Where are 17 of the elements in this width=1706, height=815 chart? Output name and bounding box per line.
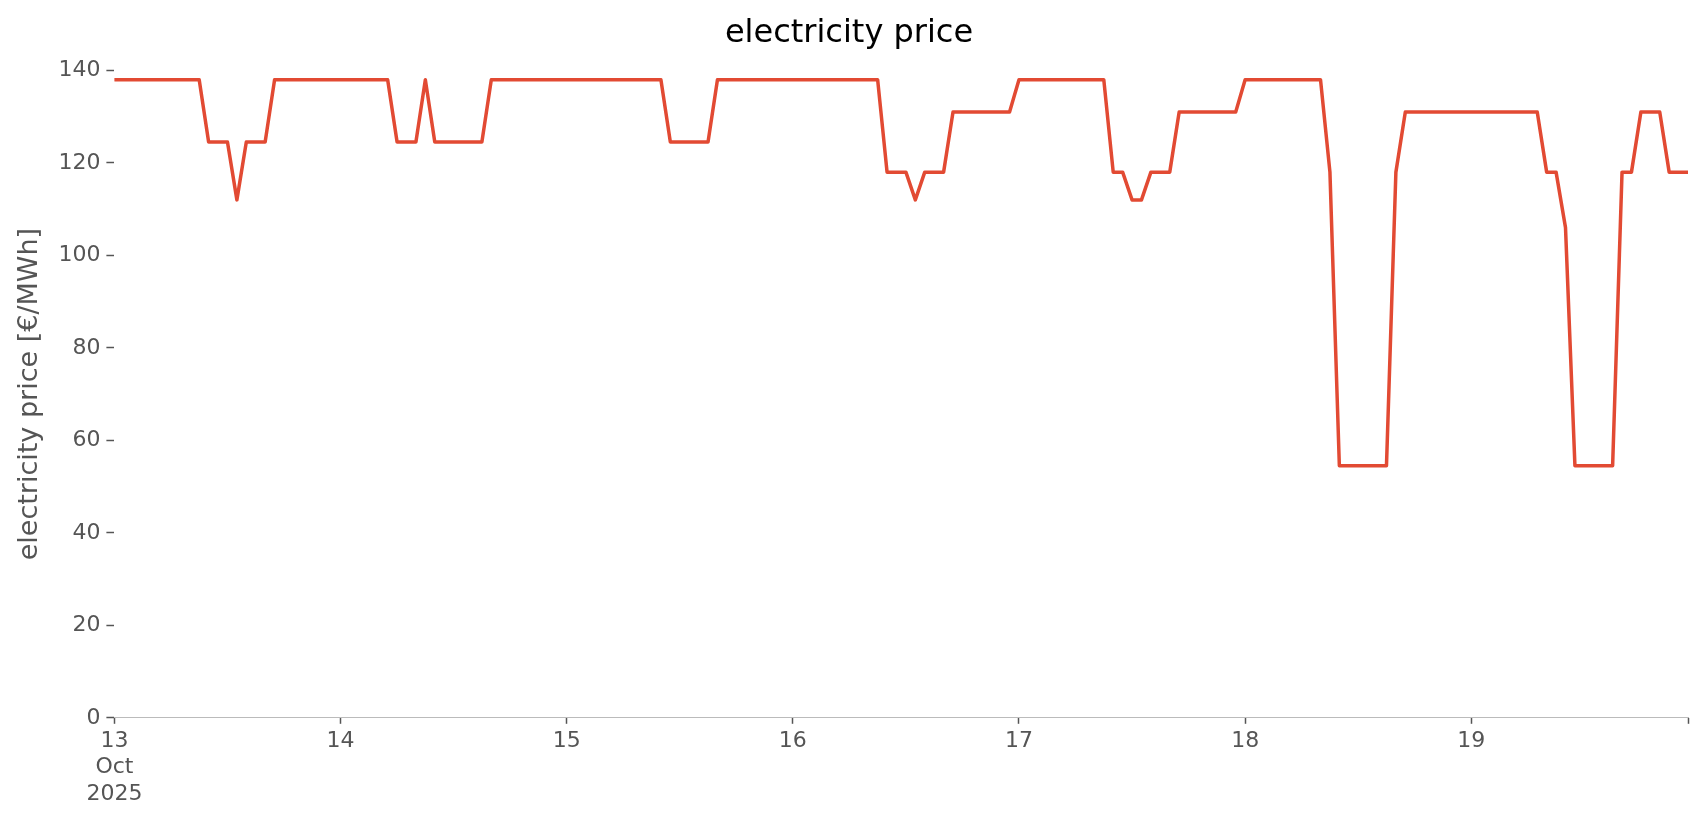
x-tick-label: 17 [1004, 726, 1033, 752]
x-tick-label: 16 [778, 726, 807, 752]
y-axis-title: electricity price [€/MWh] [12, 227, 44, 561]
y-tick-label: 120 [58, 148, 101, 174]
x-tick-label: 15 [552, 726, 581, 752]
y-tick-label: 40 [72, 518, 101, 544]
y-tick-label: 20 [72, 611, 101, 637]
x-tick-label: 14 [326, 726, 355, 752]
y-tick-label: 140 [58, 56, 101, 82]
x-tick-label: 18 [1231, 726, 1260, 752]
y-tick-label: 60 [72, 426, 101, 452]
y-tick-label: 80 [72, 333, 101, 359]
chart-title: electricity price [724, 11, 974, 50]
y-tick-label: 100 [58, 241, 101, 267]
y-tick-label: 0 [86, 703, 101, 729]
x-tick-label: 13 Oct 2025 [86, 726, 143, 805]
x-tick-label: 19 [1457, 726, 1486, 752]
